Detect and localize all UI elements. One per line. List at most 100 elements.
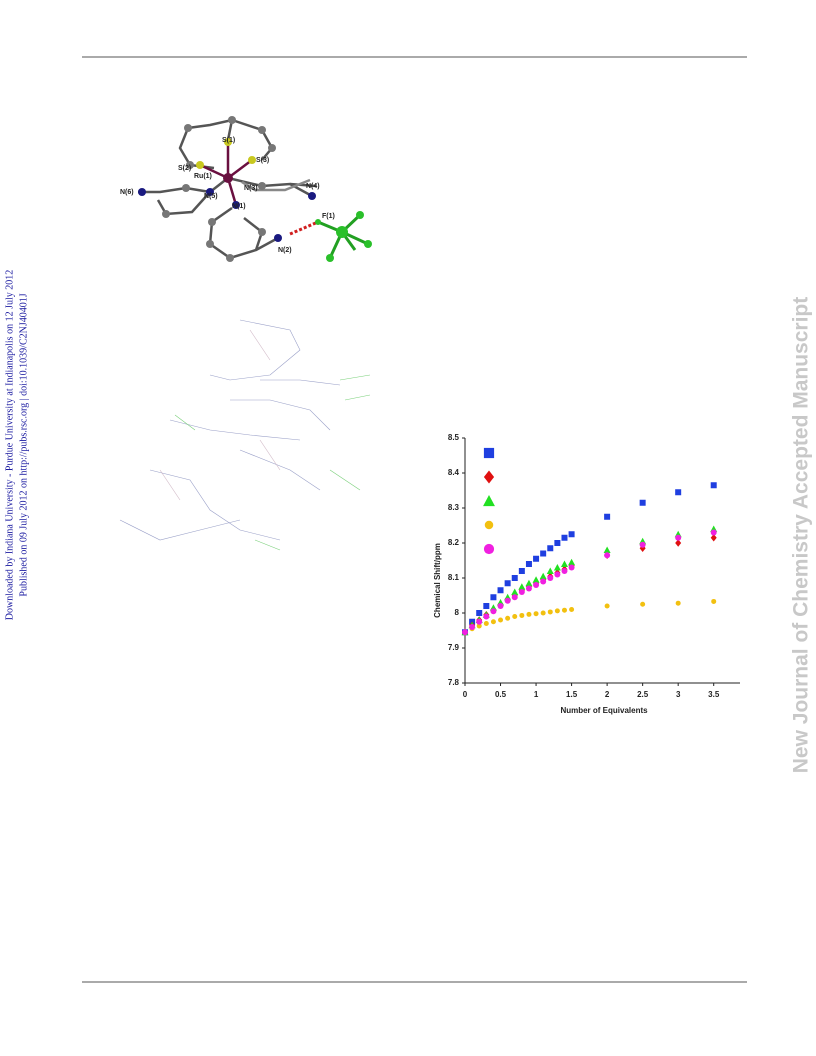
data-point (490, 594, 497, 601)
y-tick-label: 8.2 (448, 538, 460, 547)
data-point (603, 546, 611, 553)
data-point (561, 607, 567, 613)
data-point (525, 585, 532, 592)
data-point (519, 612, 525, 618)
chart: 7.8 7.9 8 8.1 8.2 8.3 8.4 8.5 0 0.5 1 1.5 2 2.5 3 3.5 Ch… (433, 433, 740, 715)
data-point (518, 583, 526, 590)
data-point (540, 550, 547, 557)
data-point (498, 617, 504, 623)
data-point (518, 589, 525, 595)
data-point (604, 513, 611, 520)
data-point (504, 580, 511, 587)
data-point (547, 609, 553, 615)
data-point (710, 533, 717, 542)
data-point (554, 571, 561, 578)
data-point (483, 621, 489, 626)
data-point (568, 558, 576, 566)
data-point (675, 539, 682, 547)
data-point (640, 601, 646, 607)
data-point (497, 603, 504, 609)
data-point (554, 608, 560, 614)
x-axis-title: Number of Equivalents (560, 706, 648, 715)
y-tick-label: 8.3 (448, 503, 460, 512)
crystal-structure (138, 116, 372, 262)
data-point (675, 600, 681, 606)
x-tick-label: 0 (463, 690, 468, 699)
legend-marker (483, 543, 495, 555)
data-point (553, 564, 561, 571)
data-point (547, 575, 554, 581)
y-tick-label: 7.8 (448, 678, 460, 687)
data-point (540, 578, 547, 585)
data-point (511, 575, 518, 581)
data-point (497, 587, 504, 594)
data-point (483, 603, 490, 609)
data-point (554, 540, 561, 546)
data-point (568, 564, 575, 571)
atom-label: S(3) (256, 157, 269, 164)
data-point (525, 579, 533, 587)
data-point (476, 610, 483, 616)
legend-marker (484, 520, 494, 530)
y-tick-label: 8.4 (448, 468, 460, 477)
data-point (639, 499, 646, 506)
packing-diagram (119, 319, 371, 551)
atom-label: N(3) (244, 185, 258, 192)
data-point (546, 567, 554, 574)
watermark: New Journal of Chemistry Accepted Manusc… (790, 297, 813, 774)
data-point (518, 568, 525, 574)
y-axis-title: Chemical Shift/ppm (433, 543, 442, 618)
data-point (504, 597, 511, 604)
x-tick-label: 1.5 (566, 690, 578, 699)
data-point (525, 561, 532, 567)
data-point (547, 545, 554, 552)
data-point (711, 598, 717, 604)
y-tick-label: 8.1 (448, 573, 460, 582)
data-point (604, 603, 610, 609)
data-point (526, 611, 532, 617)
x-tick-label: 2 (605, 690, 610, 699)
side-note: Downloaded by Indiana University - Purdu… (4, 270, 15, 621)
data-point (568, 531, 575, 538)
legend-marker (483, 495, 495, 507)
data-point (476, 623, 482, 629)
legend-marker (483, 447, 495, 459)
x-tick-label: 3 (676, 690, 681, 699)
x-tick-label: 0.5 (495, 690, 507, 699)
data-point (675, 534, 682, 541)
data-point (639, 544, 646, 553)
atom-label: S(1) (222, 137, 235, 144)
data-point (532, 576, 540, 583)
data-point (462, 629, 468, 636)
atom-label: N(1) (232, 203, 246, 210)
x-tick-label: 1 (534, 690, 539, 699)
data-point (561, 568, 568, 574)
data-point (483, 613, 490, 620)
legend-marker (483, 470, 495, 484)
atom-label: N(6) (120, 189, 134, 196)
atom-label: Ru(1) (194, 173, 212, 180)
data-point (533, 611, 539, 617)
y-tick-label: 8.5 (448, 433, 460, 442)
data-point (511, 594, 518, 601)
data-point (476, 618, 483, 625)
data-point (569, 607, 575, 612)
y-tick-label: 8 (455, 608, 460, 617)
data-point (469, 624, 476, 630)
data-point (533, 582, 540, 588)
data-point (540, 610, 546, 616)
x-tick-label: 2.5 (637, 690, 649, 699)
data-point (490, 608, 497, 615)
data-point (505, 615, 511, 621)
data-point (561, 534, 568, 541)
data-point (560, 560, 568, 567)
atom-label: N(5) (204, 193, 218, 200)
data-point (511, 588, 519, 595)
data-point (710, 529, 717, 536)
data-point (639, 541, 646, 548)
x-tick-label: 3.5 (708, 690, 720, 699)
data-point (490, 619, 496, 625)
atom-label: S(2) (178, 165, 191, 172)
